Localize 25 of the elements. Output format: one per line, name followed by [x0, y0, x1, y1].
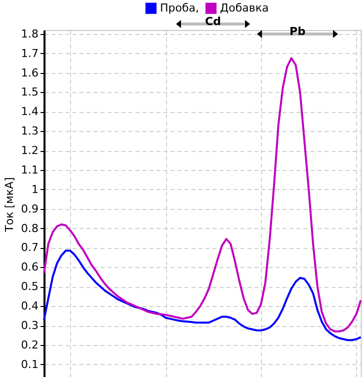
y-tick-label: 0.5 — [21, 280, 38, 294]
y-tick-label: 0.1 — [21, 358, 38, 371]
line-series — [43, 57, 362, 332]
y-tick-label: 1 — [32, 182, 38, 196]
legend-label: Проба, — [160, 1, 200, 14]
y-tick-label: 0.6 — [21, 260, 38, 274]
y-tick-label: 0.3 — [21, 319, 38, 332]
y-tick-label: 1.2 — [21, 144, 38, 158]
y-tick-label: 1.5 — [21, 86, 38, 99]
y-tick-label: 0.2 — [21, 338, 38, 352]
y-tick-label: 0.4 — [21, 300, 38, 313]
annotation: Pb — [288, 25, 306, 38]
y-tick-label: 1.4 — [21, 105, 38, 118]
y-axis-title: Ток [мкА] — [3, 177, 16, 233]
text: Cd — [204, 15, 222, 28]
y-tick-label: 1.1 — [21, 163, 38, 176]
y-tick-label: 1.6 — [21, 66, 38, 80]
line-series — [43, 250, 362, 342]
y-tick-label: 0.8 — [21, 222, 38, 235]
y-tick-label: 1.8 — [21, 27, 38, 40]
y-tick-label: 0.9 — [21, 202, 38, 216]
y-tick-label: 1.7 — [21, 46, 38, 60]
y-tick-label: 0.7 — [21, 241, 38, 254]
legend-label: Добавка — [220, 1, 269, 14]
y-tick-label: 1.3 — [21, 124, 38, 138]
